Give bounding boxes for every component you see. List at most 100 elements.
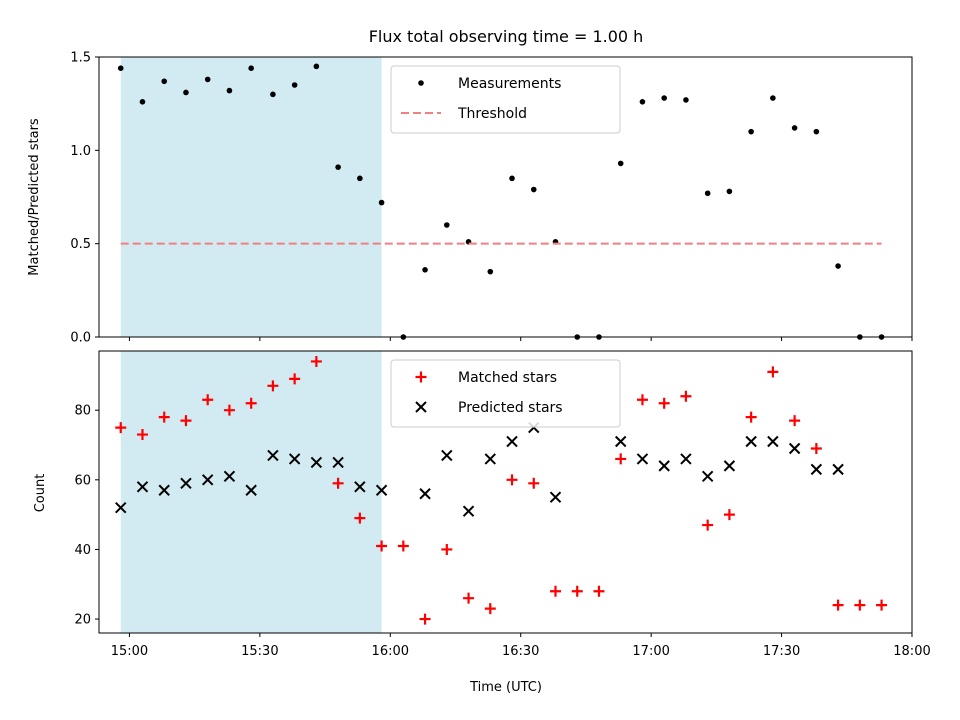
top-legend: Measurements Threshold xyxy=(390,65,621,134)
measurement-point xyxy=(813,128,820,135)
predicted-star-marker xyxy=(375,484,388,496)
matched-star-marker xyxy=(615,453,627,465)
legend-entry-label: Predicted stars xyxy=(458,400,563,416)
bottom-shaded-span xyxy=(120,351,382,633)
measurement-point xyxy=(204,76,211,83)
predicted-star-marker xyxy=(354,481,366,493)
measurement-point xyxy=(226,87,233,94)
predicted-star-marker xyxy=(267,449,279,462)
legend-entry-label: Matched stars xyxy=(458,370,557,386)
x-tick-label: 15:30 xyxy=(241,644,278,659)
top-y-tick-label: 0.0 xyxy=(70,331,91,346)
bottom-y-tick-label: 80 xyxy=(74,404,91,419)
matched-star-marker xyxy=(419,613,431,625)
matched-star-marker xyxy=(202,394,214,406)
matched-star-marker xyxy=(658,397,670,409)
chart-title: Flux total observing time = 1.00 h xyxy=(369,27,644,46)
bottom-y-tick-label: 20 xyxy=(74,613,91,628)
measurement-point xyxy=(726,188,733,195)
predicted-star-marker xyxy=(723,460,736,472)
bottom-panel: 20 40 60 80 15:00 15:30 16:00 16:30 17:00 17:30 18… xyxy=(74,350,931,659)
measurement-point xyxy=(748,128,754,135)
measurement-point xyxy=(617,160,624,167)
predicted-star-marker xyxy=(636,453,649,465)
matched-star-marker xyxy=(267,380,279,392)
predicted-star-marker xyxy=(701,470,714,483)
predicted-star-marker xyxy=(115,501,127,514)
matched-star-marker xyxy=(136,429,148,441)
matched-star-marker xyxy=(571,585,583,597)
measurement-point xyxy=(509,175,515,182)
matched-star-marker xyxy=(702,519,714,531)
measurement-point xyxy=(248,65,254,71)
measurement-point xyxy=(770,95,776,101)
matched-star-marker xyxy=(463,592,475,604)
bottom-legend-box xyxy=(390,359,621,428)
predicted-star-marker xyxy=(745,435,757,448)
matched-star-marker xyxy=(680,390,692,402)
top-axes-frame xyxy=(98,56,913,338)
matched-star-marker xyxy=(723,509,735,521)
predicted-star-marker xyxy=(462,505,475,517)
legend-entry-label: Threshold xyxy=(457,106,527,122)
predicted-star-marker xyxy=(788,442,801,455)
measurement-point xyxy=(704,190,711,197)
top-y-axis-label: Matched/Predicted stars xyxy=(27,118,42,276)
measurement-point xyxy=(161,78,168,85)
matched-star-marker xyxy=(528,477,540,489)
top-legend-box xyxy=(390,65,621,134)
legend-matched-marker xyxy=(415,371,427,383)
measurement-point xyxy=(117,65,124,71)
predicted-star-marker xyxy=(549,491,562,503)
measurement-point xyxy=(487,268,494,275)
measurement-point xyxy=(791,125,798,131)
matched-star-marker xyxy=(332,477,344,489)
predicted-star-marker xyxy=(136,481,149,493)
matched-star-marker xyxy=(397,540,409,552)
matched-star-marker xyxy=(810,442,822,454)
legend-entry-label: Measurements xyxy=(458,76,561,92)
bottom-legend: Matched stars Predicted stars xyxy=(390,359,621,428)
x-tick-label: 16:00 xyxy=(372,644,409,659)
measurement-point xyxy=(444,222,450,228)
x-tick-label: 18:00 xyxy=(893,644,930,659)
measurement-point xyxy=(683,97,689,103)
predicted-star-marker xyxy=(832,463,844,476)
matched-star-marker xyxy=(832,599,844,611)
matched-star-marker xyxy=(854,599,866,611)
top-y-tick-label: 1.0 xyxy=(70,144,91,159)
matched-star-marker xyxy=(441,543,453,555)
x-tick-label: 16:30 xyxy=(502,644,539,659)
measurement-point xyxy=(139,99,146,105)
predicted-star-marker xyxy=(658,460,670,472)
bottom-y-tick-label: 40 xyxy=(74,543,91,558)
matched-star-marker xyxy=(506,474,518,486)
matched-star-marker xyxy=(549,585,561,597)
top-y-tick-label: 1.5 xyxy=(70,51,91,66)
top-panel: 0.0 0.5 1.0 1.5 Measurements Threshold xyxy=(70,51,913,346)
predicted-star-marker xyxy=(419,488,431,500)
matched-star-marker xyxy=(180,415,192,427)
matched-star-marker xyxy=(354,512,366,524)
predicted-star-marker xyxy=(180,477,192,490)
matched-star-marker xyxy=(376,540,388,552)
predicted-star-marker xyxy=(615,435,627,448)
measurement-point xyxy=(530,186,537,193)
measurement-point xyxy=(313,63,320,70)
bottom-axes-frame xyxy=(98,350,913,634)
matched-star-marker xyxy=(767,366,779,378)
predicted-star-marker xyxy=(201,474,214,486)
matched-star-marker xyxy=(745,411,757,423)
predicted-star-marker xyxy=(332,456,344,469)
measurement-point xyxy=(378,199,385,206)
measurement-point xyxy=(661,95,667,101)
matched-star-marker xyxy=(158,411,170,423)
top-y-tick-label: 0.5 xyxy=(70,237,91,252)
bottom-y-tick-label: 60 xyxy=(74,473,91,488)
bottom-y-axis-label: Count xyxy=(33,474,48,513)
measurement-point xyxy=(183,89,189,96)
measurement-point xyxy=(639,99,646,105)
matched-star-marker xyxy=(310,355,322,367)
top-shaded-span xyxy=(120,57,382,337)
